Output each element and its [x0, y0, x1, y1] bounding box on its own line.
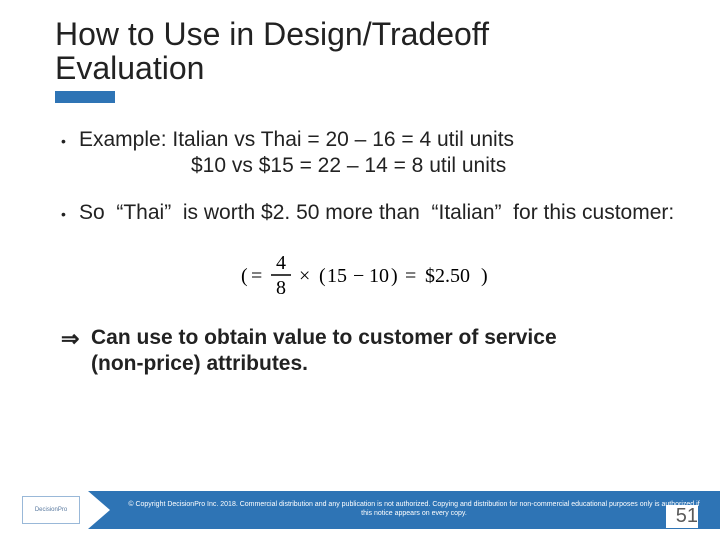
- formula-svg: ( = 4 8 × ( 15 − 10 ) = $2.50 ): [241, 248, 501, 302]
- formula-times: ×: [299, 265, 310, 287]
- formula-numerator: 4: [276, 252, 286, 274]
- formula-minus: −: [353, 265, 364, 287]
- formula-open-paren: (: [241, 265, 248, 287]
- slide-title: How to Use in Design/Tradeoff Evaluation: [55, 18, 680, 103]
- title-line-1: How to Use in Design/Tradeoff: [55, 18, 680, 52]
- formula: ( = 4 8 × ( 15 − 10 ) = $2.50 ): [61, 248, 680, 307]
- conclusion-text: Can use to obtain value to customer of s…: [91, 325, 611, 378]
- logo-text: DecisionPro: [35, 507, 67, 513]
- bullet-2-body: So “Thai” is worth $2. 50 more than “Ita…: [79, 200, 680, 226]
- bullet-1-line-1: Example: Italian vs Thai = 20 – 16 = 4 u…: [79, 127, 680, 153]
- formula-result: $2.50: [425, 265, 470, 287]
- logo: DecisionPro: [22, 496, 80, 524]
- conclusion: ⇒ Can use to obtain value to customer of…: [61, 325, 680, 378]
- bullet-2: • So “Thai” is worth $2. 50 more than “I…: [61, 200, 680, 228]
- formula-equals-1: =: [251, 265, 262, 287]
- formula-close-paren: ): [481, 265, 488, 287]
- slide: How to Use in Design/Tradeoff Evaluation…: [0, 0, 720, 540]
- bullet-dot-icon: •: [61, 200, 79, 228]
- formula-a: 15: [327, 265, 347, 287]
- page-number: 51: [666, 505, 698, 528]
- accent-bar: [55, 91, 115, 103]
- footer: DecisionPro © Copyright DecisionPro Inc.…: [0, 490, 720, 530]
- slide-body: • Example: Italian vs Thai = 20 – 16 = 4…: [55, 127, 680, 377]
- copyright-text: © Copyright DecisionPro Inc. 2018. Comme…: [128, 501, 700, 519]
- formula-paren-open: (: [319, 265, 326, 287]
- formula-denominator: 8: [276, 277, 286, 299]
- title-line-2: Evaluation: [55, 52, 680, 86]
- formula-b: 10: [369, 265, 389, 287]
- formula-paren-close: ): [391, 265, 398, 287]
- bullet-dot-icon: •: [61, 127, 79, 155]
- arrow-right-icon: ⇒: [61, 325, 91, 353]
- bullet-1-line-2: $10 vs $15 = 22 – 14 = 8 util units: [79, 153, 680, 179]
- bullet-1-body: Example: Italian vs Thai = 20 – 16 = 4 u…: [79, 127, 680, 180]
- bullet-1: • Example: Italian vs Thai = 20 – 16 = 4…: [61, 127, 680, 180]
- footer-banner: © Copyright DecisionPro Inc. 2018. Comme…: [88, 491, 720, 529]
- formula-equals-2: =: [405, 265, 416, 287]
